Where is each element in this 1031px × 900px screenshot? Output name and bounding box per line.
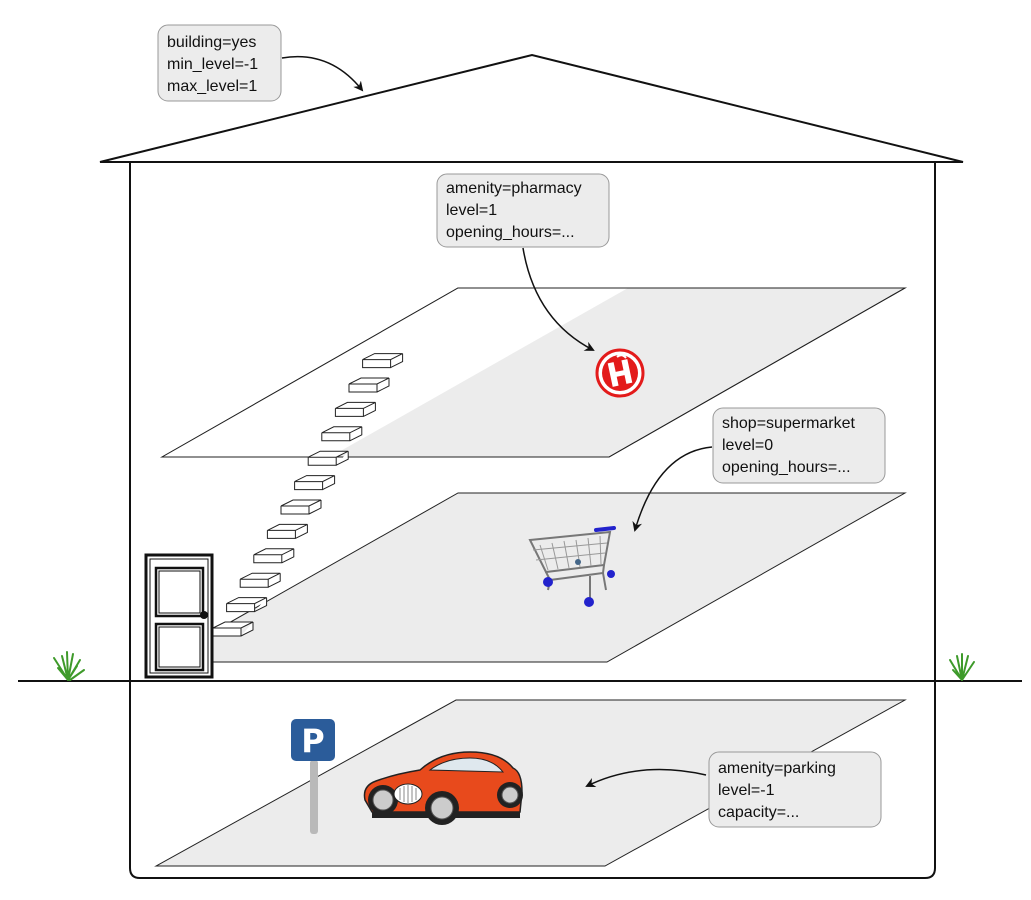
stair-step [294, 475, 336, 491]
roof [99, 53, 964, 163]
floor-level-0 [158, 492, 907, 663]
floor-level-minus-1 [154, 699, 907, 867]
tag-line: amenity=pharmacy [446, 180, 582, 197]
pharmacy-icon [595, 348, 645, 398]
grass-icon [949, 653, 975, 681]
stair-step [348, 377, 390, 393]
stair-step [280, 499, 322, 515]
shopping-cart-icon [528, 526, 616, 607]
arrow-pharmacy [522, 247, 595, 351]
stair-step [321, 426, 363, 442]
building-tag-box: building=yes min_level=-1 max_level=1 [157, 24, 282, 102]
pharmacy-tag-box: amenity=pharmacy level=1 opening_hours=.… [436, 173, 610, 248]
tag-line: opening_hours=... [446, 224, 575, 241]
tag-line: max_level=1 [167, 78, 257, 95]
tag-line: opening_hours=... [722, 459, 851, 476]
tag-line: amenity=parking [718, 760, 836, 777]
stair-step [266, 523, 308, 539]
stair-step [307, 450, 349, 466]
supermarket-tag-box: shop=supermarket level=0 opening_hours=.… [712, 407, 886, 484]
staircase [212, 353, 404, 637]
stair-step [253, 548, 295, 564]
grass-icon [53, 651, 85, 681]
door-icon [144, 553, 214, 679]
tag-line: capacity=... [718, 804, 799, 821]
arrow-building-to-roof [281, 55, 364, 92]
tag-line: level=-1 [718, 782, 775, 799]
tag-line: min_level=-1 [167, 56, 258, 73]
arrow-parking [585, 768, 707, 787]
parking-sign-letter: P [301, 722, 324, 760]
stair-step [239, 572, 281, 588]
stair-step [362, 353, 404, 369]
stair-step [226, 597, 268, 613]
parking-sign-icon: P [291, 719, 335, 834]
tag-line: building=yes [167, 34, 256, 51]
parking-tag-box: amenity=parking level=-1 capacity=... [708, 751, 882, 828]
tag-line: level=1 [446, 202, 497, 219]
building-walls [129, 162, 936, 879]
tag-line: shop=supermarket [722, 415, 856, 432]
arrow-supermarket [632, 446, 713, 532]
stair-step [334, 401, 376, 417]
tag-line: level=0 [722, 437, 773, 454]
car-icon [363, 751, 523, 825]
